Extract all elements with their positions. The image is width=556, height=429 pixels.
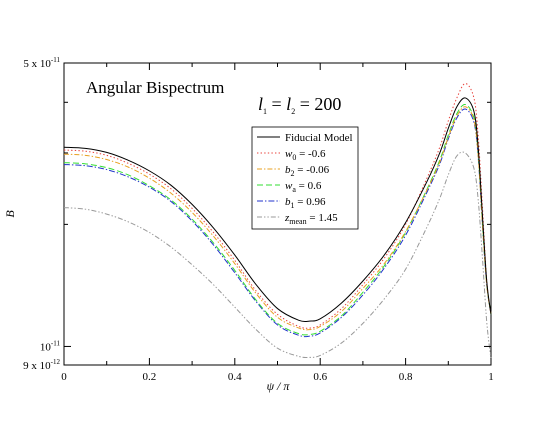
x-tick-label: 0.6 (313, 371, 327, 383)
series-line-4 (63, 108, 492, 338)
legend-entries: Fiducial Model w0 = -0.6 b2 = -0.06 wa = 0.… (257, 132, 353, 226)
legend-label-5: zmean = 1.45 (284, 212, 338, 226)
legend-box (251, 126, 359, 230)
series-line-5 (63, 151, 492, 360)
x-axis-label: ψ / π (267, 379, 291, 393)
x-tick-label: 1 (488, 371, 494, 383)
y-tick-label: 5 x 10-11 (23, 56, 60, 70)
series-lines (63, 83, 492, 360)
y-ticks: 9 x 10-12 10-11 5 x 10-11 (23, 56, 491, 372)
x-tick-label: 0.4 (228, 371, 242, 383)
legend-label-1: w0 = -0.6 (285, 148, 326, 162)
series-line-2 (63, 106, 492, 331)
legend-label-0: Fiducial Model (285, 132, 353, 144)
legend-label-4: b1 = 0.96 (285, 196, 326, 210)
y-tick-label: 10-11 (40, 339, 61, 353)
multipole-annotation: l1 = l2 = 200 (258, 94, 341, 116)
y-axis-label: B (3, 210, 17, 218)
legend: Fiducial Model w0 = -0.6 b2 = -0.06 wa = 0.… (251, 126, 359, 230)
x-tick-label: 0.8 (399, 371, 413, 383)
y-tick-label: 9 x 10-12 (23, 358, 60, 372)
legend-label-3: wa = 0.6 (285, 180, 322, 194)
series-line-3 (63, 103, 492, 336)
x-ticks: 0 0.2 0.4 0.6 0.8 1 (61, 63, 494, 383)
legend-label-2: b2 = -0.06 (285, 164, 330, 178)
x-tick-label: 0.2 (143, 371, 157, 383)
x-tick-label: 0 (61, 371, 67, 383)
series-line-0 (63, 97, 492, 323)
chart-title: Angular Bispectrum (86, 78, 224, 97)
